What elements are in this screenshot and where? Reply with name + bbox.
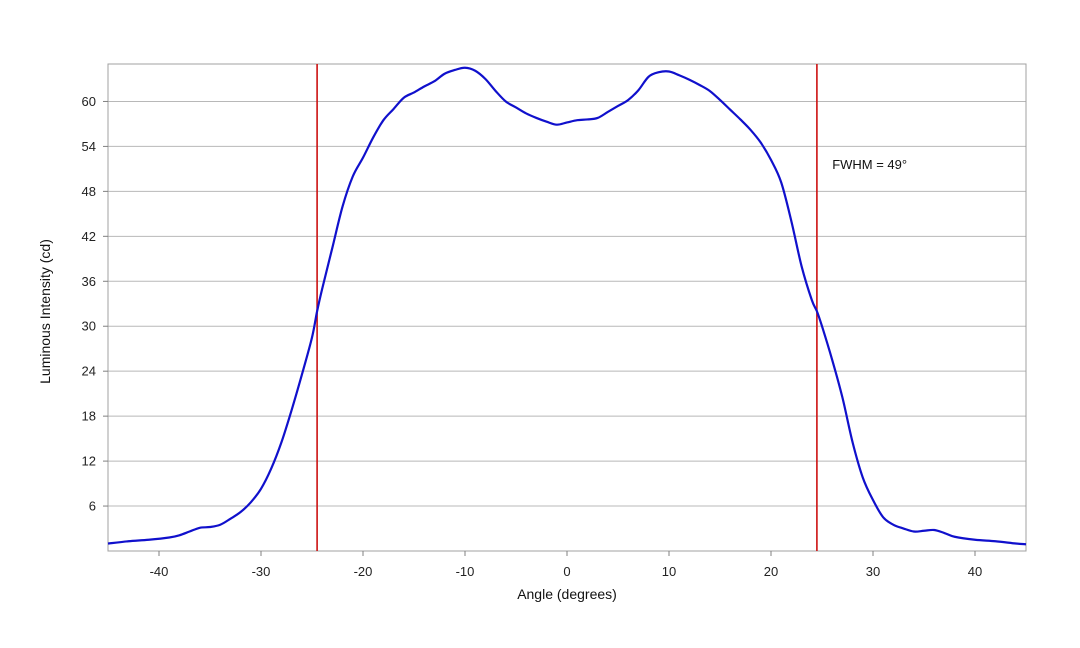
y-tick-label: 36: [82, 274, 96, 289]
x-tick-label: -20: [354, 564, 373, 579]
x-tick-label: -40: [150, 564, 169, 579]
x-tick-label: -10: [456, 564, 475, 579]
y-tick-label: 48: [82, 184, 96, 199]
x-tick-label: 10: [662, 564, 676, 579]
intensity-curve: [107, 66, 1027, 546]
plot-frame: [107, 63, 1027, 552]
gridlines: [108, 100, 1026, 507]
y-tick-label: 18: [82, 409, 96, 424]
y-tick-label: 54: [82, 139, 96, 154]
y-tick-label: 42: [82, 229, 96, 244]
x-axis-title: Angle (degrees): [517, 586, 617, 602]
x-tick-label: 30: [866, 564, 880, 579]
y-tick-label: 6: [89, 499, 96, 514]
y-tick-label: 24: [82, 364, 96, 379]
x-tick-label: 20: [764, 564, 778, 579]
x-axis-ticks: -40 -30 -20 -10 0 10 20 30 40: [150, 551, 982, 579]
fwhm-markers: [316, 64, 818, 551]
fwhm-annotation: FWHM = 49°: [832, 157, 907, 172]
series-layer: [107, 66, 1027, 546]
y-axis-title: Luminous Intensity (cd): [37, 239, 53, 384]
y-axis-ticks: 6 12 18 24 30 36 42 48 54 60: [82, 94, 108, 514]
x-tick-label: 0: [563, 564, 570, 579]
x-tick-label: 40: [968, 564, 982, 579]
y-tick-label: 30: [82, 319, 96, 334]
y-tick-label: 60: [82, 94, 96, 109]
y-tick-label: 12: [82, 454, 96, 469]
x-tick-label: -30: [252, 564, 271, 579]
